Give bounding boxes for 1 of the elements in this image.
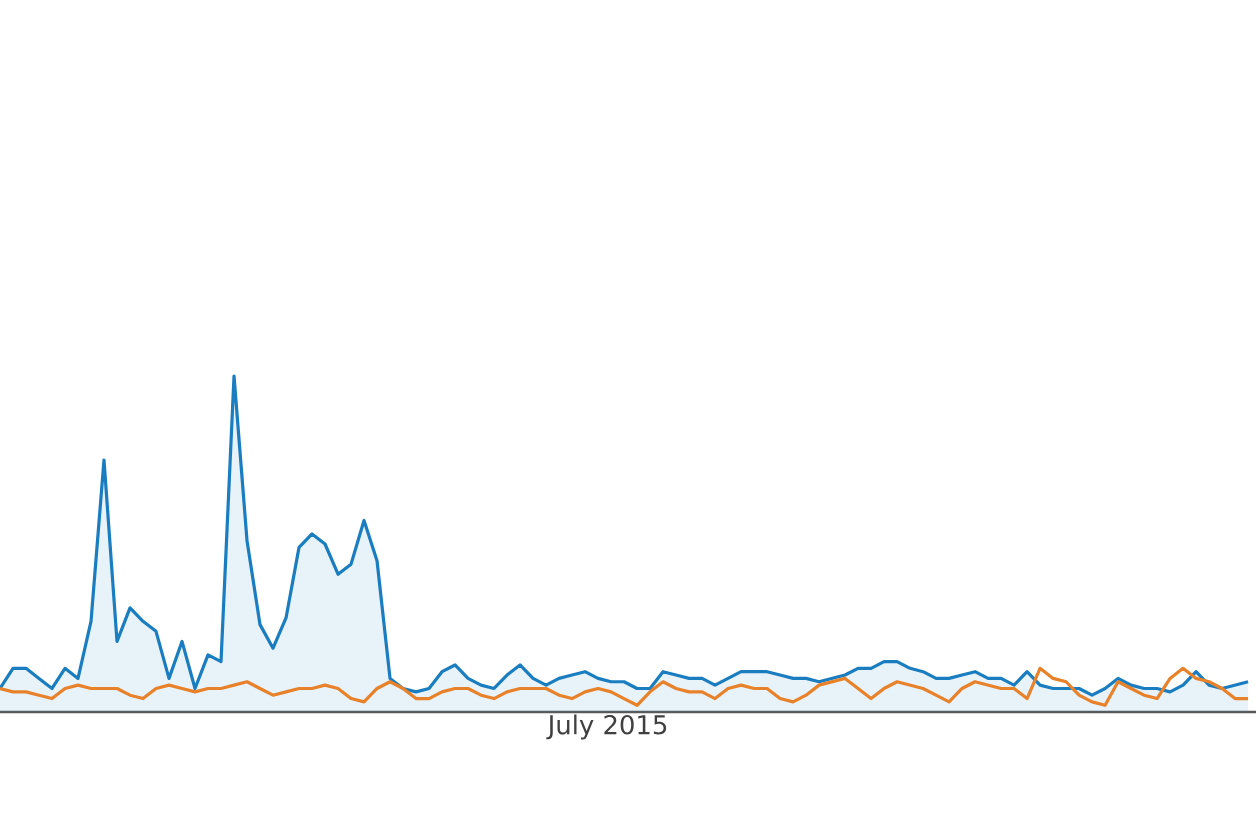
x-axis-title: July 2015	[546, 714, 667, 740]
